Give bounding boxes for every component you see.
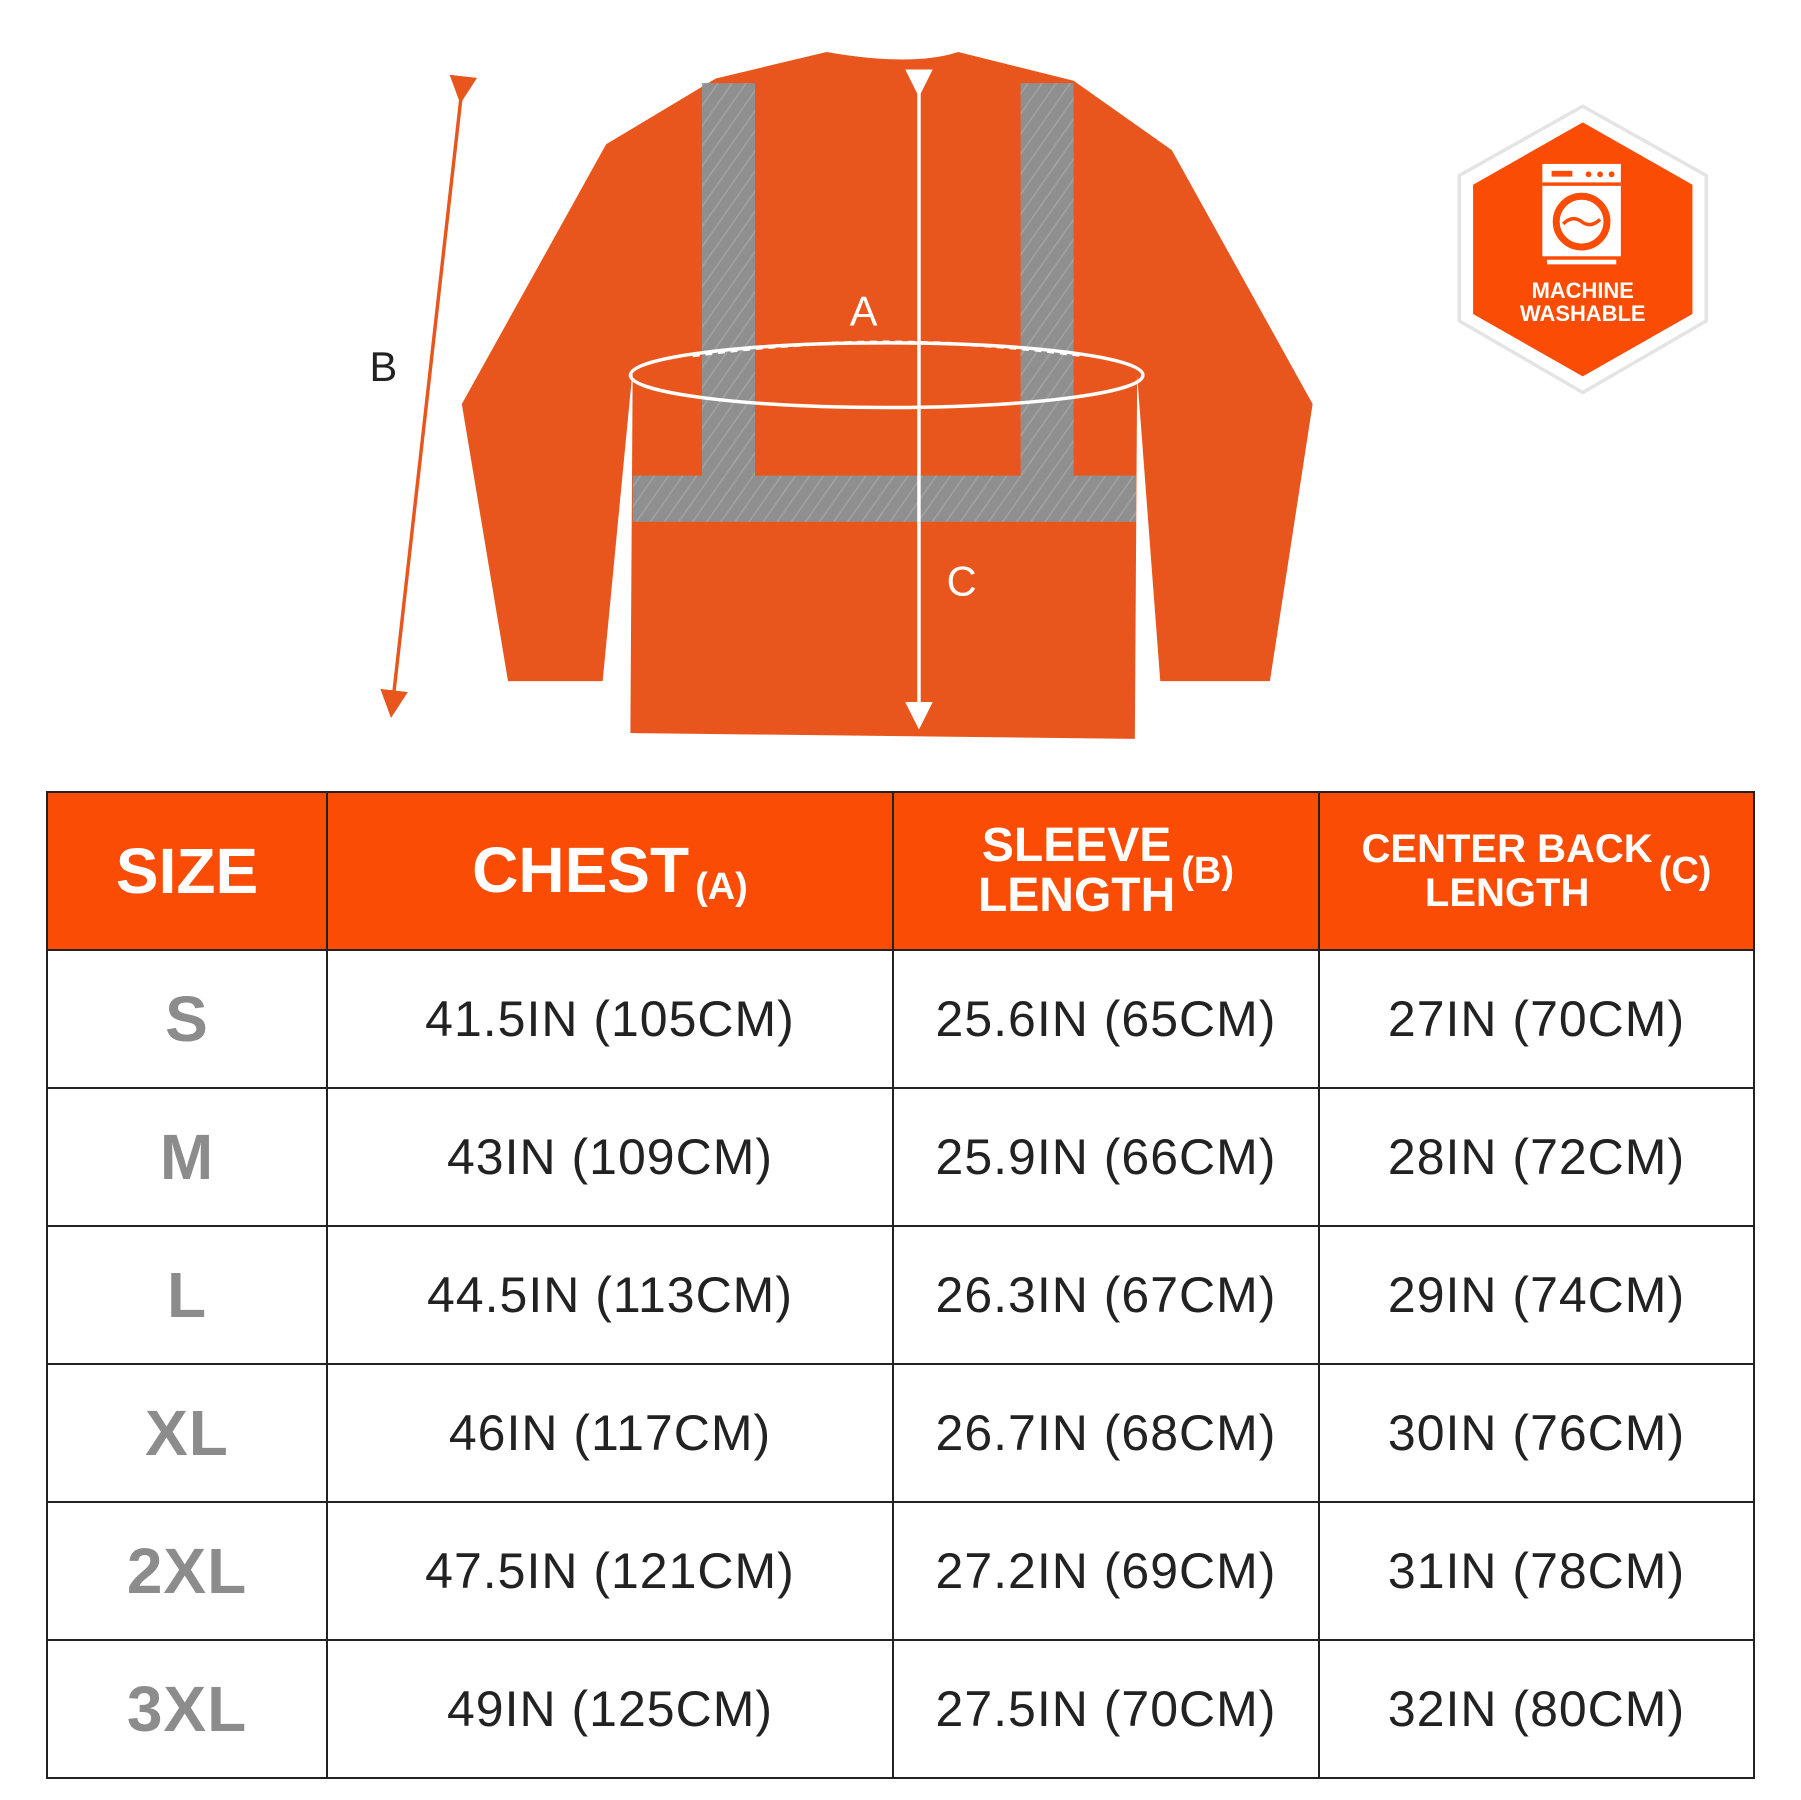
measure-a-dashed — [692, 340, 1084, 358]
chest-cell: 46IN (117CM) — [326, 1363, 894, 1503]
label-a: A — [850, 288, 878, 335]
size-chart-table: SIZE CHEST (A) SLEEVE LENGTH (B) CENTER BAC… — [46, 791, 1755, 1779]
washing-machine-icon — [1542, 163, 1621, 265]
sleeve-cell: 25.6IN (65CM) — [892, 949, 1320, 1089]
sleeve-cell: 26.3IN (67CM) — [892, 1225, 1320, 1365]
size-cell: 3XL — [46, 1639, 328, 1779]
reflective-stripe-left — [701, 83, 756, 476]
sleeve-cell: 25.9IN (66CM) — [892, 1087, 1320, 1227]
table-row: M 43IN (109CM) 25.9IN (66CM) 28IN (72CM) — [46, 1087, 1755, 1227]
table-row: XL 46IN (117CM) 26.7IN (68CM) 30IN (76CM) — [46, 1363, 1755, 1503]
header-center-back: CENTER BACK LENGTH(C) — [1318, 791, 1755, 951]
table-row: L 44.5IN (113CM) 26.3IN (67CM) 29IN (74CM) — [46, 1225, 1755, 1365]
center-back-cell: 28IN (72CM) — [1318, 1087, 1755, 1227]
center-back-cell: 30IN (76CM) — [1318, 1363, 1755, 1503]
table-row: S 41.5IN (105CM) 25.6IN (65CM) 27IN (70CM) — [46, 949, 1755, 1089]
badge-line-1: MACHINE — [1532, 278, 1634, 303]
chest-cell: 49IN (125CM) — [326, 1639, 894, 1779]
label-c: C — [947, 558, 977, 605]
header-sleeve: SLEEVE LENGTH (B) — [892, 791, 1320, 951]
chest-cell: 43IN (109CM) — [326, 1087, 894, 1227]
reflective-stripe-right — [1020, 83, 1074, 476]
chest-cell: 41.5IN (105CM) — [326, 949, 894, 1089]
chest-cell: 44.5IN (113CM) — [326, 1225, 894, 1365]
size-cell: 2XL — [46, 1501, 328, 1641]
label-b: B — [369, 343, 397, 390]
shirt-diagram: A B C MACHINE WASHABLE — [369, 51, 1709, 739]
header-row: SIZE CHEST (A) SLEEVE LENGTH (B) CENTER BAC… — [46, 791, 1755, 951]
size-cell: XL — [46, 1363, 328, 1503]
reflective-band — [632, 475, 1136, 522]
size-cell: S — [46, 949, 328, 1089]
shirt — [461, 51, 1313, 739]
header-chest: CHEST (A) — [326, 791, 894, 951]
size-cell: M — [46, 1087, 328, 1227]
machine-washable-badge: MACHINE WASHABLE — [1457, 104, 1709, 395]
sleeve-cell: 26.7IN (68CM) — [892, 1363, 1320, 1503]
table-row: 3XL 49IN (125CM) 27.5IN (70CM) 32IN (80CM) — [46, 1639, 1755, 1779]
table-row: 2XL 47.5IN (121CM) 27.2IN (69CM) 31IN (78CM… — [46, 1501, 1755, 1641]
center-back-cell: 32IN (80CM) — [1318, 1639, 1755, 1779]
measure-b-arrow — [380, 74, 478, 718]
size-cell: L — [46, 1225, 328, 1365]
center-back-cell: 29IN (74CM) — [1318, 1225, 1755, 1365]
badge-line-2: WASHABLE — [1520, 301, 1645, 326]
chest-cell: 47.5IN (121CM) — [326, 1501, 894, 1641]
center-back-cell: 31IN (78CM) — [1318, 1501, 1755, 1641]
center-back-cell: 27IN (70CM) — [1318, 949, 1755, 1089]
sleeve-cell: 27.2IN (69CM) — [892, 1501, 1320, 1641]
sleeve-cell: 27.5IN (70CM) — [892, 1639, 1320, 1779]
header-size: SIZE — [46, 791, 328, 951]
